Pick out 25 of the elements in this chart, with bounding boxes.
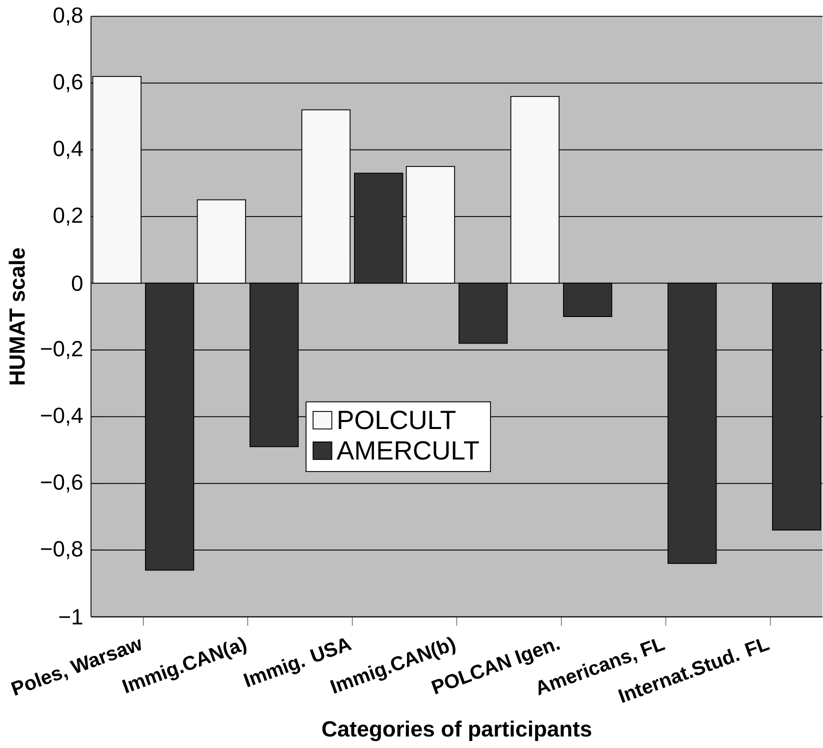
y-tick-label: −1 bbox=[59, 609, 82, 624]
legend-label: AMERCULT bbox=[336, 440, 479, 460]
y-tick-label: 0 bbox=[72, 275, 82, 291]
bar bbox=[406, 166, 456, 284]
y-tick-label: −0,4 bbox=[41, 407, 83, 426]
bar bbox=[510, 96, 560, 284]
y-tick-label: −0,6 bbox=[41, 474, 82, 492]
x-axis-title: Categories of participants bbox=[322, 720, 592, 741]
y-tick-label: 0,8 bbox=[54, 7, 82, 26]
y-tick-label: 0,4 bbox=[54, 140, 83, 159]
y-tick-label: −0,2 bbox=[41, 340, 82, 359]
bar bbox=[92, 76, 142, 284]
y-tick-label: −0,8 bbox=[41, 540, 82, 559]
legend-label: POLCULT bbox=[338, 410, 456, 430]
bar bbox=[301, 109, 351, 284]
bar bbox=[145, 282, 194, 570]
y-tick-label: 0,2 bbox=[54, 207, 82, 226]
bar bbox=[354, 172, 404, 284]
bar bbox=[458, 282, 508, 344]
y-axis-title: HUMAT scale bbox=[8, 248, 25, 384]
bar bbox=[668, 282, 717, 564]
bar bbox=[250, 282, 299, 447]
bar bbox=[563, 282, 612, 317]
y-tick-label: 0,6 bbox=[54, 74, 82, 92]
bar bbox=[196, 199, 246, 284]
